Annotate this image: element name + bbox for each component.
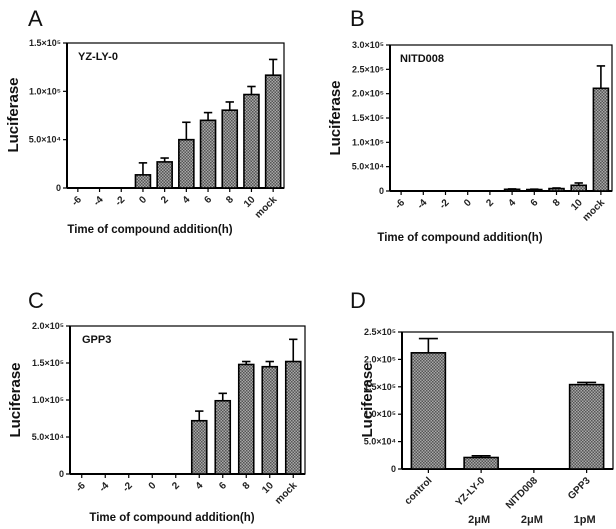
panel-a: A YZ-LY-0 0 5.0×10⁴ 1.0×10⁵ 1.5×10⁵ Luciferase…: [5, 6, 285, 236]
x-tick-label: 2: [484, 197, 496, 209]
x-tick-label: 10: [260, 480, 276, 496]
x-axis-label: Time of compound addition(h): [377, 232, 542, 244]
bar: [592, 87, 610, 192]
bar: [134, 174, 152, 189]
y-tick-label: 0: [56, 183, 61, 193]
y-tick-label: 1.5×10⁵: [29, 38, 61, 48]
bar: [190, 419, 208, 475]
y-tick-label: 1.5×10⁵: [364, 382, 396, 392]
y-tick-label: 2.5×10⁵: [364, 327, 396, 337]
series-label: YZ-LY-0: [78, 51, 118, 63]
x-tick-label: -4: [92, 194, 106, 208]
bar: [570, 184, 588, 192]
bar: [214, 399, 232, 475]
x-tick-label: -6: [393, 197, 407, 211]
bar: [264, 74, 282, 189]
plot-frame: [389, 44, 613, 192]
y-axis-label: Luciferase: [7, 362, 24, 437]
x-sublabel: 1pM: [574, 514, 596, 526]
x-tick-label: 8: [224, 194, 236, 206]
x-tick-label: 0: [137, 194, 149, 206]
x-tick-label: 10: [569, 197, 585, 213]
y-tick-label: 5.0×10⁴: [32, 432, 64, 442]
x-tick-label: 6: [202, 194, 214, 206]
bar: [525, 188, 543, 192]
bar: [261, 365, 279, 475]
x-tick-label: mock: [273, 480, 300, 507]
y-tick-label: 1.5×10⁵: [32, 358, 64, 368]
y-tick-label: 3.0×10⁵: [352, 40, 384, 50]
x-tick-label: 4: [194, 480, 206, 492]
x-tick-label: -6: [74, 480, 88, 494]
y-tick-label: 1.0×10⁵: [352, 137, 384, 147]
bar: [284, 360, 302, 475]
y-tick-label: 1.0×10⁵: [364, 409, 396, 419]
x-tick-label: 6: [529, 197, 541, 209]
x-sublabel: 2μM: [468, 514, 490, 526]
bar: [503, 188, 521, 192]
panel-letter: A: [28, 6, 43, 31]
y-tick-label: 2.5×10⁵: [352, 64, 384, 74]
panel-letter: C: [28, 288, 44, 313]
x-tick-label: -4: [415, 197, 429, 211]
bar: [548, 187, 565, 192]
bar: [199, 119, 217, 189]
x-tick-label: mock: [581, 197, 608, 224]
y-axis-label: Luciferase: [359, 362, 376, 437]
bar: [410, 352, 447, 470]
bar: [156, 161, 173, 189]
x-axis-label: Time of compound addition(h): [67, 224, 232, 236]
bar: [243, 93, 260, 189]
y-axis-label: Luciferase: [327, 80, 344, 155]
x-tick-label: control: [403, 475, 435, 507]
y-tick-label: 2.0×10⁵: [364, 354, 396, 364]
bar: [237, 363, 255, 475]
series-label: NITD008: [400, 53, 444, 65]
y-tick-label: 5.0×10⁴: [352, 162, 384, 172]
bar: [178, 138, 195, 189]
y-tick-label: 0: [391, 464, 396, 474]
x-tick-label: GPP3: [566, 475, 593, 502]
y-axis-label: Luciferase: [5, 77, 22, 152]
y-tick-label: 0: [59, 469, 64, 479]
x-tick-label: -2: [121, 480, 135, 494]
panel-letter: D: [350, 288, 366, 313]
bar: [221, 109, 239, 189]
y-tick-label: 0: [379, 186, 384, 196]
x-tick-label: 8: [551, 197, 563, 209]
x-tick-label: 10: [242, 194, 258, 210]
series-label: GPP3: [82, 334, 111, 346]
bar: [568, 383, 605, 470]
x-tick-label: 0: [147, 480, 159, 492]
panel-b: B NITD008 0 5.0×10⁴ 1.0×10⁵ 1.5×10⁵ 2.0×10⁵ 2.5…: [327, 6, 613, 244]
panel-c: C GPP3 0 5.0×10⁴ 1.0×10⁵ 1.5×10⁵ 2.0×10⁵ Lucife…: [7, 288, 306, 524]
x-tick-label: 2: [170, 480, 182, 492]
x-sublabel: 2μM: [521, 514, 543, 526]
y-tick-label: 1.0×10⁵: [32, 395, 64, 405]
y-tick-label: 1.0×10⁵: [29, 86, 61, 96]
panel-d: D 0 5.0×10⁴ 1.0×10⁵ 1.5×10⁵ 2.0×10⁵ 2.5×10⁵ Luc…: [350, 288, 614, 526]
x-tick-label: 4: [507, 197, 519, 209]
x-tick-label: -2: [438, 197, 452, 211]
x-tick-label: 8: [241, 480, 253, 492]
y-tick-label: 2.0×10⁵: [32, 321, 64, 331]
x-axis-label: Time of compound addition(h): [89, 512, 254, 524]
x-tick-label: YZ-LY-0: [454, 475, 488, 509]
x-tick-label: -6: [70, 194, 84, 208]
x-tick-label: 2: [159, 194, 171, 206]
y-tick-label: 1.5×10⁵: [352, 113, 384, 123]
x-tick-label: -2: [113, 194, 127, 208]
x-tick-label: 4: [181, 194, 193, 206]
x-tick-label: 0: [462, 197, 474, 209]
bar: [463, 456, 499, 470]
x-tick-label: mock: [253, 194, 280, 221]
x-tick-label: 6: [217, 480, 229, 492]
y-tick-label: 5.0×10⁴: [364, 437, 396, 447]
y-tick-label: 2.0×10⁵: [352, 89, 384, 99]
x-tick-label: -4: [97, 480, 111, 494]
x-tick-label: NITD008: [504, 475, 540, 511]
y-tick-label: 5.0×10⁴: [29, 135, 61, 145]
panel-letter: B: [350, 6, 365, 31]
